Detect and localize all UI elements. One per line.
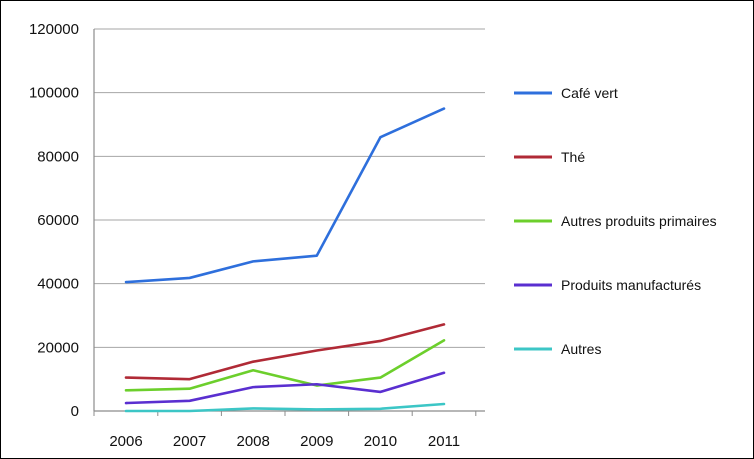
series-line [124, 371, 446, 405]
x-tick-labels: 2006 2007 2008 2009 2010 2011 [109, 433, 460, 450]
series-line [124, 339, 446, 392]
y-tick-label: 60000 [37, 212, 79, 229]
x-tick-label: 2009 [300, 433, 333, 450]
legend-label: Café vert [561, 85, 618, 101]
series-line [124, 107, 446, 284]
y-tick-label: 100000 [29, 85, 79, 102]
series-lines [124, 107, 446, 413]
grid-lines [94, 28, 485, 348]
y-tick-label: 120000 [29, 21, 79, 38]
legend-label: Autres [561, 341, 601, 357]
legend-label: Thé [561, 149, 585, 165]
axes [93, 29, 485, 416]
series-line [124, 323, 446, 381]
x-tick-label: 2006 [109, 433, 142, 450]
y-tick-labels: 0 20000 40000 60000 80000 100000 120000 [29, 21, 79, 420]
legend-label: Autres produits primaires [561, 213, 717, 229]
legend: Café vert Thé Autres produits primaires Pro… [514, 85, 717, 357]
y-tick-label: 0 [71, 403, 79, 420]
x-tick-label: 2010 [364, 433, 397, 450]
legend-label: Produits manufacturés [561, 277, 701, 293]
x-tick-label: 2008 [237, 433, 270, 450]
x-tick-label: 2011 [428, 433, 460, 450]
y-tick-label: 20000 [37, 339, 79, 356]
series-line [124, 402, 446, 413]
x-tick-label: 2007 [173, 433, 206, 450]
y-tick-label: 80000 [37, 148, 79, 165]
y-tick-label: 40000 [37, 276, 79, 293]
